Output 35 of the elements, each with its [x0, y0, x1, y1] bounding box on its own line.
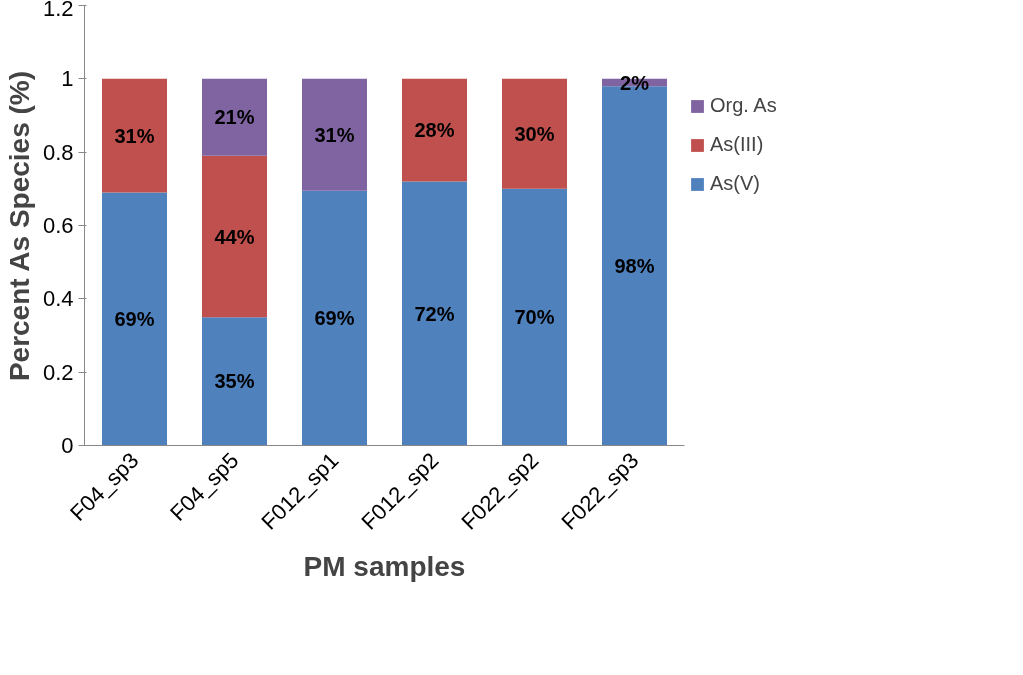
data-label: 72% — [414, 302, 455, 325]
y-tick-label: 0.2 — [42, 359, 74, 385]
y-tick-label: 0 — [61, 433, 74, 458]
bar — [102, 192, 167, 446]
legend-label: As(III) — [710, 133, 764, 156]
bar — [202, 317, 267, 446]
data-label: 35% — [214, 370, 255, 393]
legend-label: As(V) — [710, 172, 760, 195]
y-axis-title: Percent As Species (%) — [3, 70, 35, 382]
data-label: 69% — [314, 307, 355, 330]
legend-label: Org. As — [710, 94, 777, 117]
bar — [302, 78, 367, 191]
y-tick-label: 0.6 — [42, 213, 74, 238]
y-tick-label: 1 — [61, 66, 74, 92]
data-label: 44% — [214, 225, 255, 248]
data-label: 30% — [514, 122, 555, 145]
bar — [202, 78, 267, 156]
data-label: 70% — [514, 306, 555, 329]
data-label: 28% — [414, 119, 455, 142]
bar — [402, 78, 467, 182]
data-label: 21% — [214, 106, 255, 129]
bar — [302, 190, 367, 446]
bar — [502, 78, 567, 189]
data-label: 98% — [614, 254, 655, 277]
x-axis-title: PM samples — [303, 551, 466, 583]
bar — [202, 155, 267, 318]
bar — [502, 188, 567, 446]
data-label: 69% — [114, 308, 155, 330]
data-label: 31% — [114, 124, 155, 147]
data-label: 31% — [314, 123, 355, 146]
y-tick-label: 1.2 — [42, 0, 74, 21]
bar — [102, 78, 167, 193]
y-tick-label: 0.4 — [42, 286, 74, 312]
y-tick-label: 0.8 — [42, 139, 74, 165]
bar — [402, 181, 467, 446]
